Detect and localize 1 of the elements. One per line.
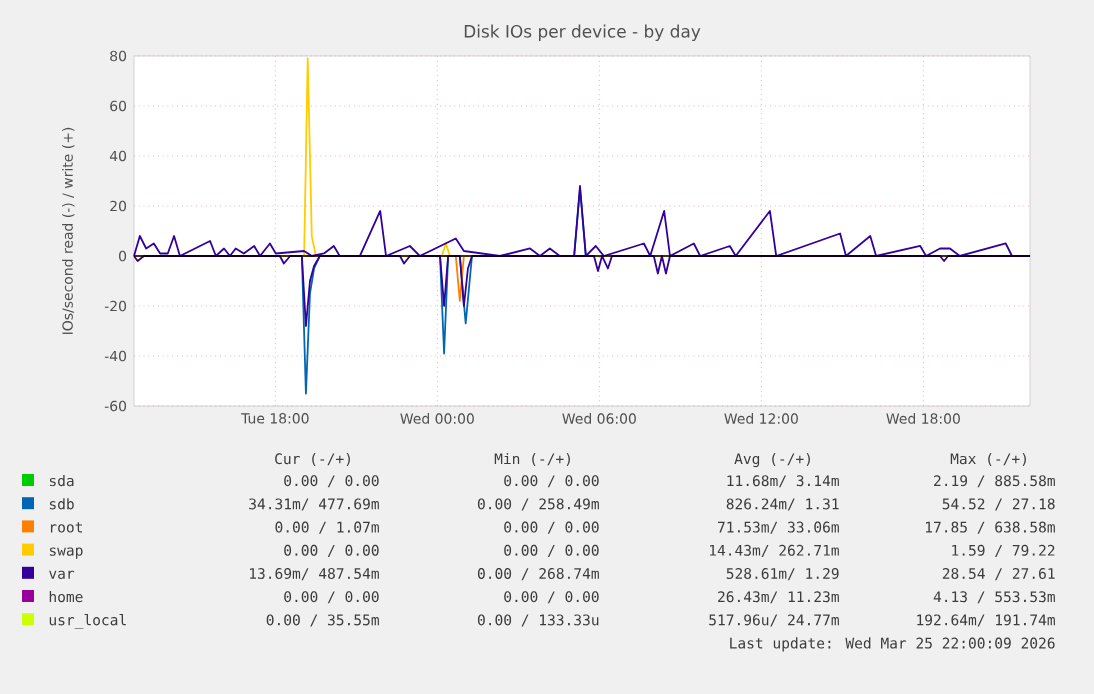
chart-title: Disk IOs per device - by day	[464, 24, 701, 41]
